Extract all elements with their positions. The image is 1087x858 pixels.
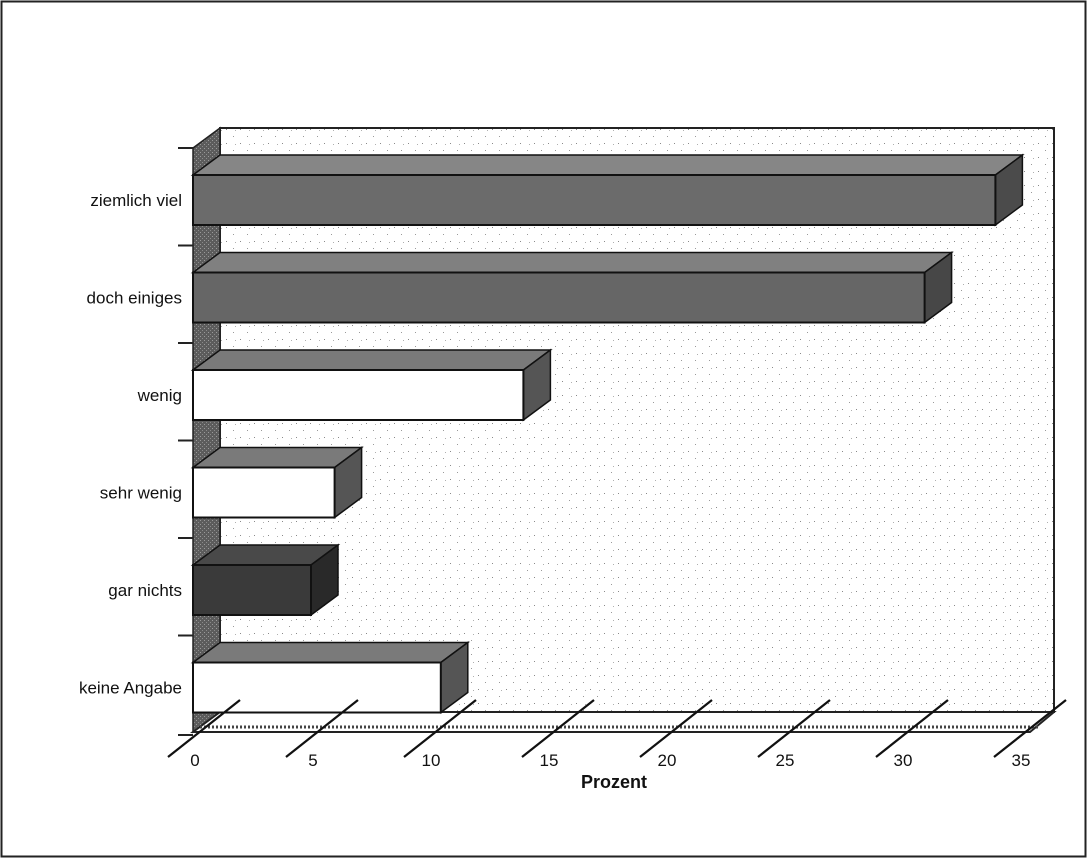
x-tick (639, 699, 713, 758)
bar-front-face (192, 564, 312, 616)
bar-front-face (192, 661, 442, 714)
bar-top-face (190, 349, 553, 371)
bar-gar-nichts (190, 543, 341, 617)
bar-top-face (190, 154, 1025, 176)
x-tick-label: 35 (1012, 751, 1031, 770)
x-tick (403, 699, 477, 758)
category-label: keine Angabe (79, 679, 182, 698)
bar-front-face (192, 466, 336, 519)
bar-keine-Angabe (190, 641, 471, 714)
x-tick (993, 699, 1067, 758)
bar-sehr-wenig (190, 446, 364, 519)
category-label: wenig (137, 386, 182, 405)
x-tick (167, 699, 241, 758)
category-labels: ziemlich viel doch einiges wenig sehr wenig… (79, 147, 193, 736)
category-label: gar nichts (108, 581, 182, 600)
x-tick-label: 20 (658, 751, 677, 770)
bar-top-face (190, 641, 471, 664)
x-tick-label: 10 (422, 751, 441, 770)
x-tick-label: 25 (776, 751, 795, 770)
category-label: sehr wenig (100, 484, 182, 503)
x-tick-label: 5 (308, 751, 317, 770)
bar-front-face (192, 271, 926, 324)
bar-doch-einiges (190, 251, 954, 324)
bar-front-face (192, 174, 997, 226)
bars (190, 153, 1025, 714)
x-axis-title: Prozent (581, 772, 647, 792)
x-tick-label: 0 (190, 751, 199, 770)
x-tick (285, 699, 359, 758)
bar-top-face (190, 446, 364, 469)
x-tick (521, 699, 595, 758)
x-tick (757, 699, 831, 758)
bar-ziemlich-viel (190, 153, 1025, 227)
bar-front-face (192, 369, 525, 421)
x-tick-label: 30 (894, 751, 913, 770)
bar-wenig (190, 348, 553, 422)
x-tick (875, 699, 949, 758)
x-tick-label: 15 (540, 751, 559, 770)
bar-top-face (190, 251, 954, 274)
x-ticks: 0 5 10 15 20 25 30 35 (167, 699, 1067, 770)
category-label: doch einiges (87, 289, 182, 308)
category-label: ziemlich viel (90, 191, 182, 210)
